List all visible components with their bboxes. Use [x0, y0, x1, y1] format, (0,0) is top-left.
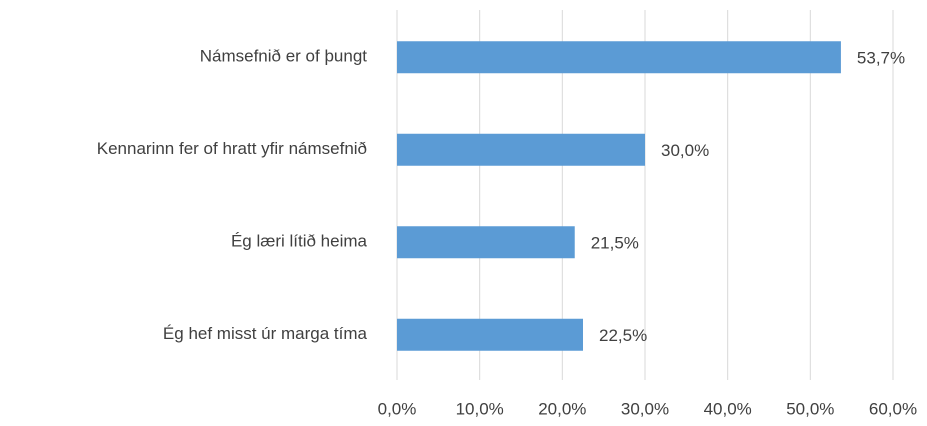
data-label: 22,5% — [599, 326, 647, 345]
data-label: 21,5% — [591, 234, 639, 253]
x-tick-label: 20,0% — [538, 399, 586, 418]
y-tick-label: Námsefnið er of þungt — [200, 47, 368, 66]
x-tick-label: 40,0% — [704, 399, 752, 418]
bar — [397, 41, 841, 74]
bar — [397, 318, 583, 351]
x-tick-label: 50,0% — [786, 399, 834, 418]
y-tick-label: Kennarinn fer of hratt yfir námsefnið — [97, 139, 367, 158]
y-tick-label: Ég hef misst úr marga tíma — [163, 324, 368, 343]
y-tick-label: Ég læri lítið heima — [231, 232, 368, 251]
bar — [397, 133, 645, 166]
x-tick-label: 30,0% — [621, 399, 669, 418]
data-label: 30,0% — [661, 141, 709, 160]
x-tick-label: 0,0% — [378, 399, 417, 418]
x-tick-label: 10,0% — [456, 399, 504, 418]
x-tick-label: 60,0% — [869, 399, 917, 418]
bar — [397, 226, 575, 259]
data-label: 53,7% — [857, 49, 905, 68]
